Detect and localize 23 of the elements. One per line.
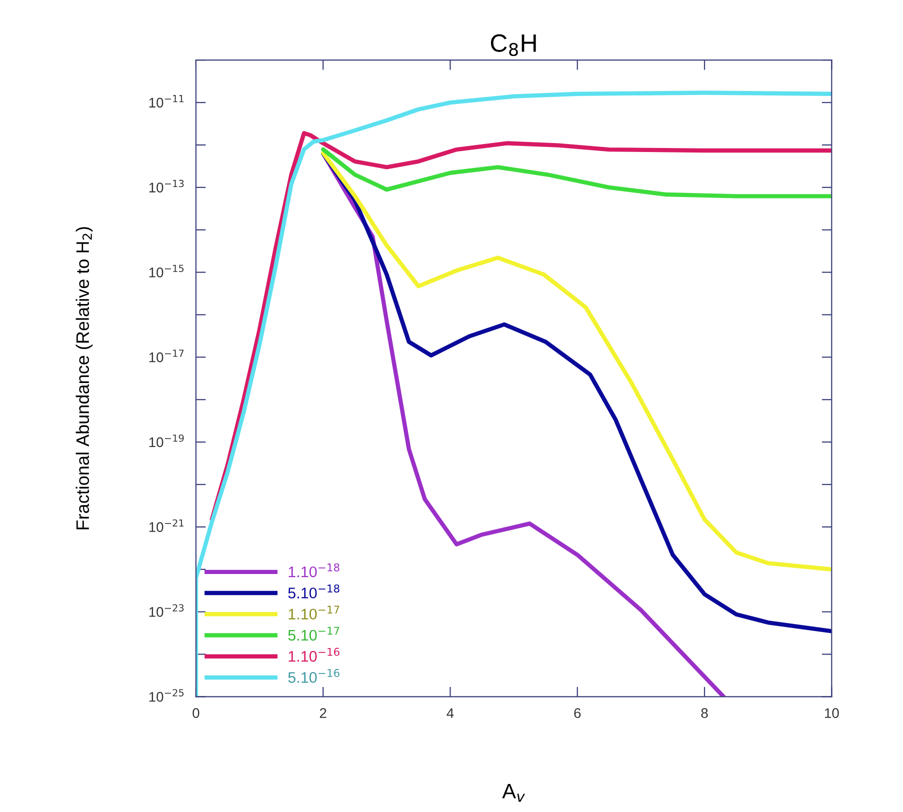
y-tick-label: 10$^{−17}$ [149, 350, 184, 362]
y-tick-label: 10$^{−13}$ [149, 180, 184, 192]
legend-label: 1.10$^{−17}$ [288, 606, 340, 620]
y-tick-label: 10$^{−19}$ [149, 434, 184, 448]
x-axis-title: A$_{v}$ [502, 784, 526, 802]
x-tick-label: 4 [446, 708, 454, 718]
x-tick-label: 8 [701, 708, 708, 718]
x-tick-label: 10 [825, 708, 839, 718]
legend-label: 5.10$^{−17}$ [288, 626, 340, 641]
y-axis-title: Fractional Abundance (Relative to H$_{2}$) [76, 227, 93, 530]
legend-label: 1.10$^{−16}$ [288, 648, 340, 662]
x-tick-label: 6 [574, 708, 581, 718]
y-tick-label: 10$^{−25}$ [149, 689, 184, 702]
y-tick-label: 10$^{−23}$ [149, 604, 184, 617]
legend-label: 5.10$^{−18}$ [288, 584, 340, 598]
x-tick-label: 2 [320, 708, 326, 718]
legend-label: 1.10$^{−18}$ [288, 563, 340, 578]
chart-title: C$_{8}$H [490, 34, 536, 56]
y-tick-label: 10$^{−15}$ [149, 264, 184, 278]
y-tick-label: 10$^{−11}$ [149, 95, 184, 108]
legend-label: 5.10$^{−16}$ [288, 668, 340, 683]
y-tick-label: 10$^{−21}$ [149, 519, 184, 532]
x-tick-label: 0 [192, 708, 200, 718]
